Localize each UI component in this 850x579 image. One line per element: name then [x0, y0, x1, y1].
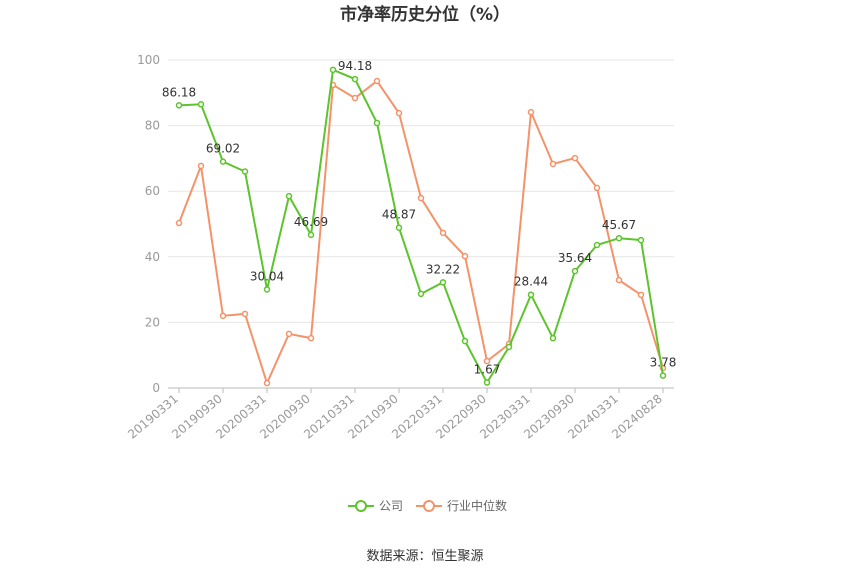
point [527, 291, 535, 298]
data-label: 46.69 [294, 215, 328, 229]
data-label: 69.02 [206, 142, 240, 156]
source: 数据来源：恒生聚源 [366, 549, 483, 564]
point [219, 158, 227, 165]
point [593, 184, 601, 192]
point [175, 102, 183, 109]
point [483, 357, 491, 365]
point [439, 279, 447, 286]
point [351, 75, 359, 83]
point [615, 276, 623, 284]
point [219, 312, 227, 320]
point [637, 291, 645, 299]
point [373, 77, 381, 85]
data-label: 3.78 [650, 356, 677, 370]
data-label: 28.44 [514, 275, 548, 289]
y-tick-label: 60 [145, 184, 160, 198]
point [395, 224, 403, 231]
point [395, 109, 403, 117]
point [285, 330, 293, 338]
point [659, 372, 667, 379]
legend-marker [423, 500, 435, 512]
y-tick-label: 80 [145, 119, 160, 133]
legend-label: 公司 [379, 499, 403, 513]
point [329, 66, 337, 74]
point [549, 160, 557, 168]
point [571, 267, 579, 275]
y-tick-label: 0 [152, 381, 160, 395]
point [307, 231, 315, 239]
point [439, 229, 447, 237]
legend-marker [355, 500, 367, 512]
point [197, 101, 205, 108]
point [263, 379, 271, 387]
point [417, 194, 425, 202]
point [483, 379, 491, 386]
line [178, 79, 664, 386]
y-tick-label: 40 [145, 250, 160, 264]
point [197, 162, 205, 170]
data-label: 35.64 [558, 251, 592, 265]
chart-title: 市净率历史分位（%） [340, 4, 510, 25]
point [241, 310, 249, 318]
point [461, 337, 469, 345]
point [615, 234, 623, 242]
point [307, 334, 315, 342]
point [505, 343, 513, 351]
point [549, 334, 557, 342]
point [527, 108, 535, 116]
data-label: 48.87 [382, 208, 416, 222]
point [175, 219, 183, 227]
data-label: 30.04 [250, 269, 284, 283]
point [461, 252, 469, 260]
data-label: 32.22 [426, 262, 460, 276]
point [571, 154, 579, 162]
point [241, 168, 249, 175]
point [263, 286, 271, 293]
data-label: 1.67 [474, 363, 501, 377]
data-label: 94.18 [338, 59, 372, 73]
legend-label: 行业中位数 [447, 498, 507, 513]
data-label: 45.67 [602, 218, 636, 232]
point [351, 94, 359, 102]
point [285, 192, 293, 200]
data-label: 86.18 [162, 85, 196, 99]
point [593, 241, 601, 249]
point [417, 290, 425, 298]
y-tick-label: 100 [137, 53, 160, 67]
y-tick-label: 20 [145, 315, 160, 329]
point [373, 119, 381, 127]
point [637, 236, 645, 244]
